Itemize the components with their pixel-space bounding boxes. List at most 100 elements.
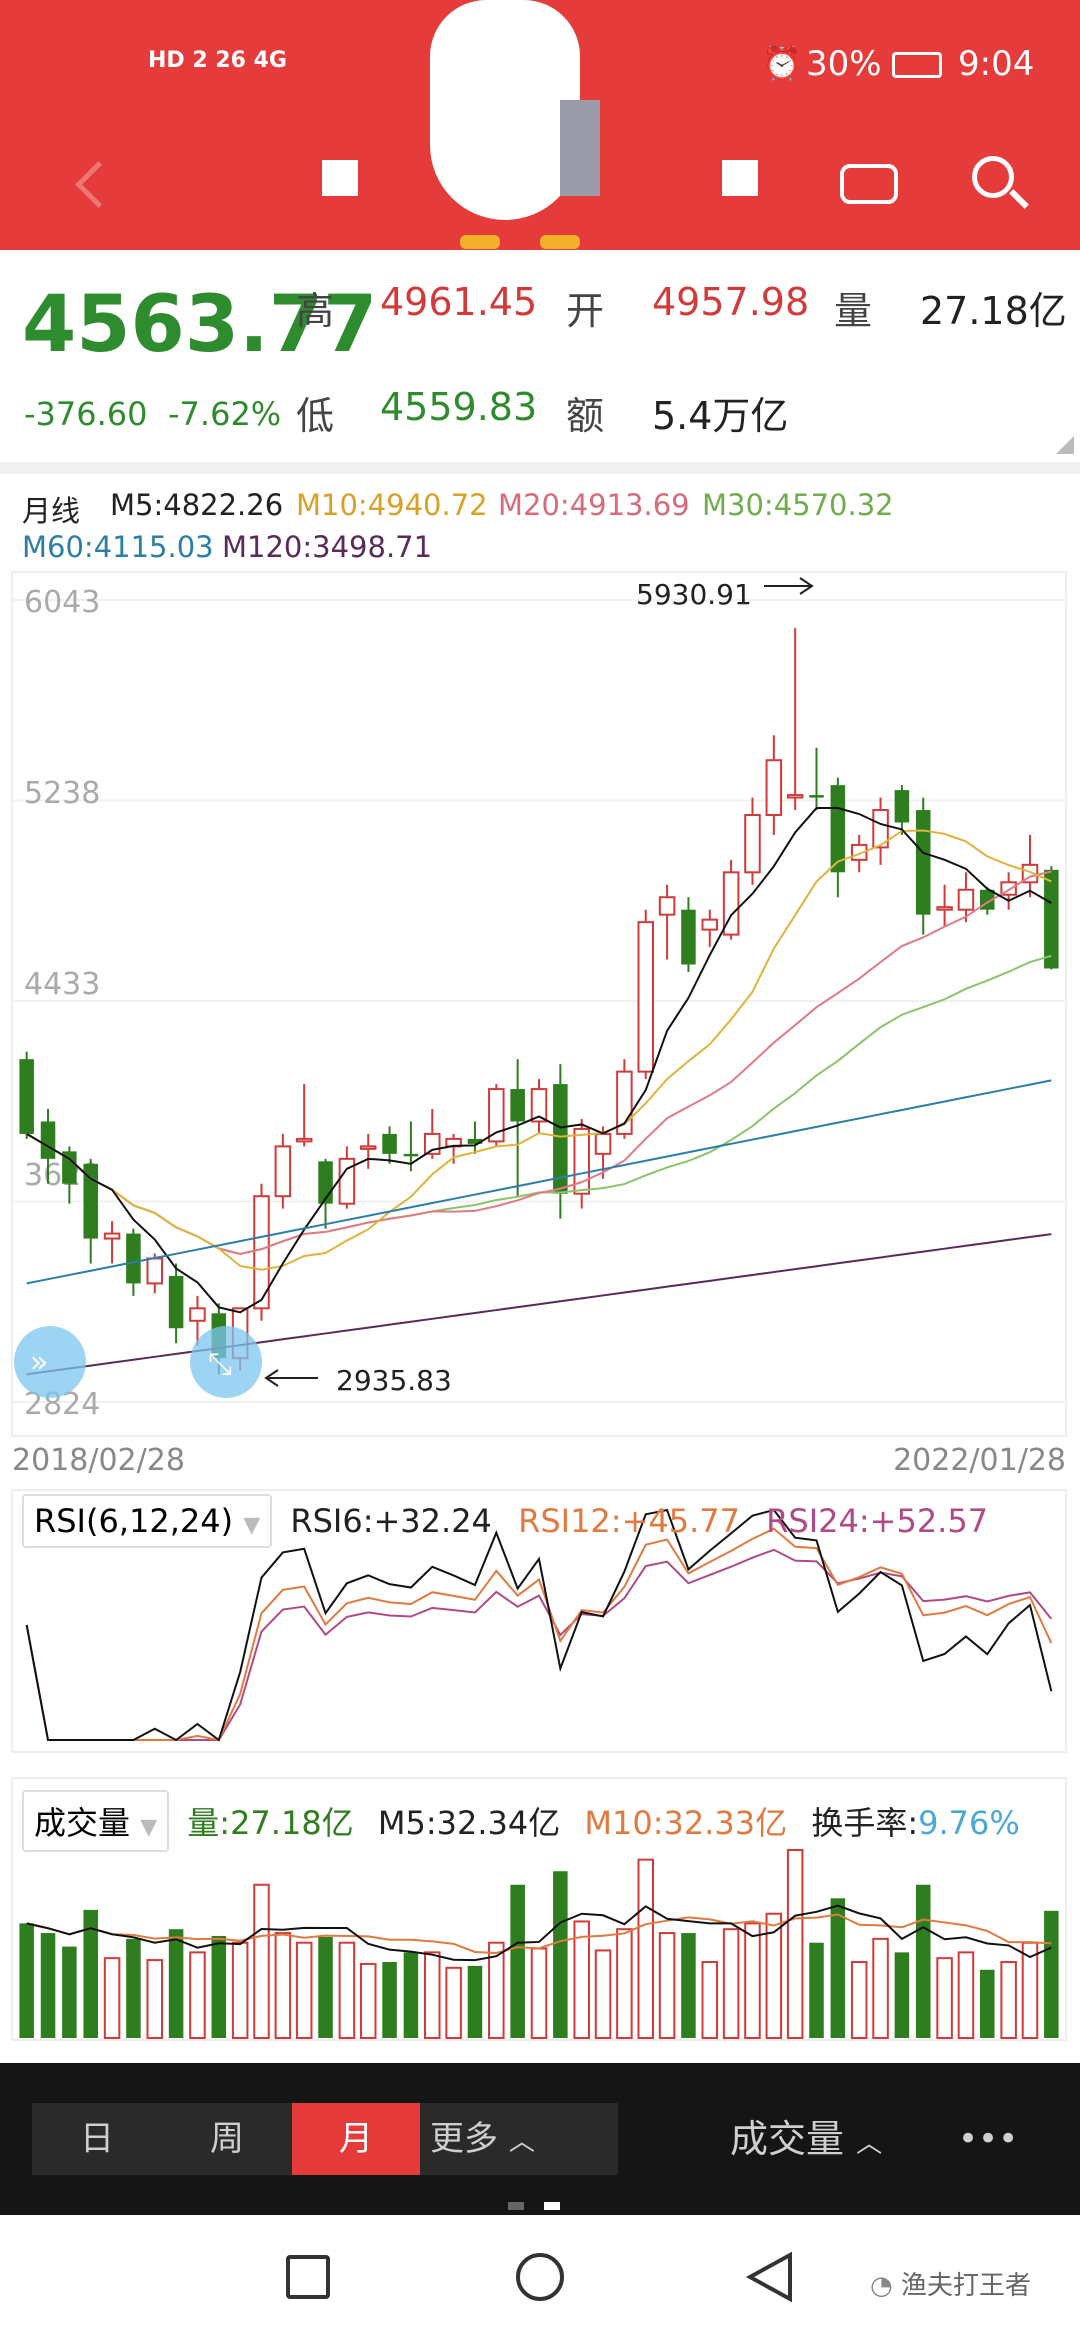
volume-bar-15 bbox=[338, 1941, 356, 2039]
candle-31 bbox=[681, 897, 696, 972]
volume-bar-23 bbox=[510, 1884, 525, 2038]
high-value: 4961.45 bbox=[380, 280, 538, 324]
candle-body bbox=[809, 795, 824, 798]
candle-43 bbox=[936, 884, 953, 928]
tab-more[interactable]: 更多 ︿ bbox=[430, 2103, 535, 2175]
candle-15 bbox=[338, 1146, 356, 1209]
candle-23 bbox=[510, 1059, 525, 1197]
volume-bar-48 bbox=[1044, 1910, 1059, 2038]
volume-bar-4 bbox=[103, 1957, 121, 2040]
chevron-up-icon: ︿ bbox=[508, 2127, 535, 2157]
candle-21 bbox=[467, 1121, 483, 1154]
candle-body bbox=[765, 759, 783, 817]
float-button-left[interactable] bbox=[14, 1326, 86, 1398]
price-change: -376.60 bbox=[24, 395, 148, 433]
candle-body bbox=[83, 1163, 98, 1239]
candle-42 bbox=[915, 797, 931, 935]
home-button[interactable] bbox=[516, 2253, 564, 2301]
candle-body bbox=[701, 918, 719, 931]
candle-body bbox=[1044, 869, 1059, 969]
volume-m5: M5:32.34亿 bbox=[377, 1804, 561, 1842]
candle-body bbox=[189, 1307, 206, 1322]
mascot-image bbox=[400, 0, 640, 250]
candle-19 bbox=[424, 1109, 441, 1159]
battery-icon bbox=[892, 52, 942, 78]
candle-body bbox=[168, 1275, 184, 1329]
expand-corner-icon[interactable] bbox=[1056, 436, 1074, 454]
candle-37 bbox=[809, 747, 824, 811]
amount-value: 5.4万亿 bbox=[652, 394, 789, 438]
volume-m5-line bbox=[26, 1904, 1052, 1962]
candle-32 bbox=[701, 909, 719, 948]
candle-14 bbox=[318, 1158, 333, 1229]
kline-y-ticks: 6043 5238 4433 3629 2824 bbox=[24, 585, 100, 1422]
candle-12 bbox=[274, 1133, 292, 1209]
candle-17 bbox=[382, 1126, 397, 1164]
volume-bar-1 bbox=[40, 1933, 56, 2038]
ma10-line bbox=[26, 829, 1052, 1271]
candle-body bbox=[126, 1233, 141, 1284]
back-button[interactable] bbox=[744, 2251, 794, 2303]
volume-bar-33 bbox=[722, 1928, 740, 2039]
volume-bar-28 bbox=[616, 1928, 633, 2039]
candle-48 bbox=[1044, 866, 1059, 970]
volume-bar-31 bbox=[681, 1933, 696, 2038]
volume-selector[interactable]: 成交量 ▼ bbox=[22, 1790, 170, 1852]
indicator-selector[interactable]: 成交量 ︿ bbox=[730, 2103, 882, 2175]
candle-body bbox=[722, 871, 740, 936]
ma60-label: M60:4115.03 bbox=[22, 530, 214, 564]
wechat-icon: ◔ bbox=[870, 2271, 893, 2301]
volume-bar-10 bbox=[231, 1941, 249, 2039]
candle-body bbox=[403, 1153, 419, 1157]
last-price: 4563.77 bbox=[22, 280, 378, 370]
candle-25 bbox=[553, 1064, 568, 1219]
candle-0 bbox=[19, 1051, 34, 1139]
candle-7 bbox=[168, 1263, 184, 1344]
candle-body bbox=[681, 909, 696, 965]
indicator-label: 成交量 bbox=[730, 2117, 845, 2161]
recent-apps-button[interactable] bbox=[286, 2255, 330, 2299]
chart-area[interactable]: 6043 5238 4433 3629 2824 5930.91 2935.83… bbox=[0, 560, 1080, 2060]
period-label[interactable]: 月线 bbox=[22, 494, 81, 528]
period-toolbar: 日 周 月 更多 ︿ 成交量 ︿ ••• bbox=[0, 2063, 1080, 2215]
candle-body bbox=[382, 1133, 397, 1154]
candle-body bbox=[872, 809, 889, 849]
candle-body bbox=[936, 906, 953, 911]
volume-bar-41 bbox=[894, 1952, 910, 2038]
candle-body bbox=[19, 1059, 34, 1134]
open-label: 开 bbox=[566, 289, 605, 333]
fullscreen-button[interactable] bbox=[190, 1326, 262, 1398]
rsi-selector-label: RSI(6,12,24) bbox=[34, 1502, 234, 1540]
volume-bar-45 bbox=[980, 1969, 995, 2038]
more-menu-icon[interactable]: ••• bbox=[958, 2119, 1019, 2159]
volume-bar-25 bbox=[553, 1871, 568, 2038]
rsi12-line bbox=[25, 1527, 1053, 1742]
alarm-icon: ⏰ bbox=[762, 44, 802, 82]
ma10-label: M10:4940.72 bbox=[296, 488, 488, 522]
rsi6-value: RSI6:+32.24 bbox=[290, 1502, 492, 1540]
candle-body bbox=[894, 790, 910, 823]
tab-week[interactable]: 周 bbox=[210, 2119, 244, 2159]
volume-bar-27 bbox=[594, 1949, 612, 2039]
tab-day[interactable]: 日 bbox=[80, 2119, 114, 2159]
y-tick-1: 5238 bbox=[24, 776, 100, 811]
battery-percent: 30% bbox=[806, 44, 882, 84]
candle-34 bbox=[744, 797, 761, 885]
volume-bar-22 bbox=[488, 1941, 505, 2039]
candle-2 bbox=[62, 1146, 77, 1204]
rsi-lines bbox=[25, 1508, 1053, 1742]
back-icon[interactable] bbox=[75, 161, 122, 208]
low-label: 低 bbox=[296, 394, 335, 438]
rsi-selector[interactable]: RSI(6,12,24) ▼ bbox=[22, 1494, 273, 1548]
title-blur-left bbox=[322, 160, 358, 196]
chat-icon[interactable] bbox=[840, 164, 898, 204]
volume-m10-line bbox=[26, 1913, 1052, 1954]
candle-body bbox=[338, 1157, 356, 1205]
volume-bar-8 bbox=[189, 1951, 206, 2040]
candle-20 bbox=[445, 1133, 462, 1164]
search-icon[interactable] bbox=[972, 156, 1014, 198]
tab-month[interactable]: 月 bbox=[292, 2103, 420, 2175]
y-tick-2: 4433 bbox=[24, 967, 100, 1002]
candle-body bbox=[103, 1232, 121, 1240]
volume-bar-40 bbox=[872, 1937, 889, 2040]
